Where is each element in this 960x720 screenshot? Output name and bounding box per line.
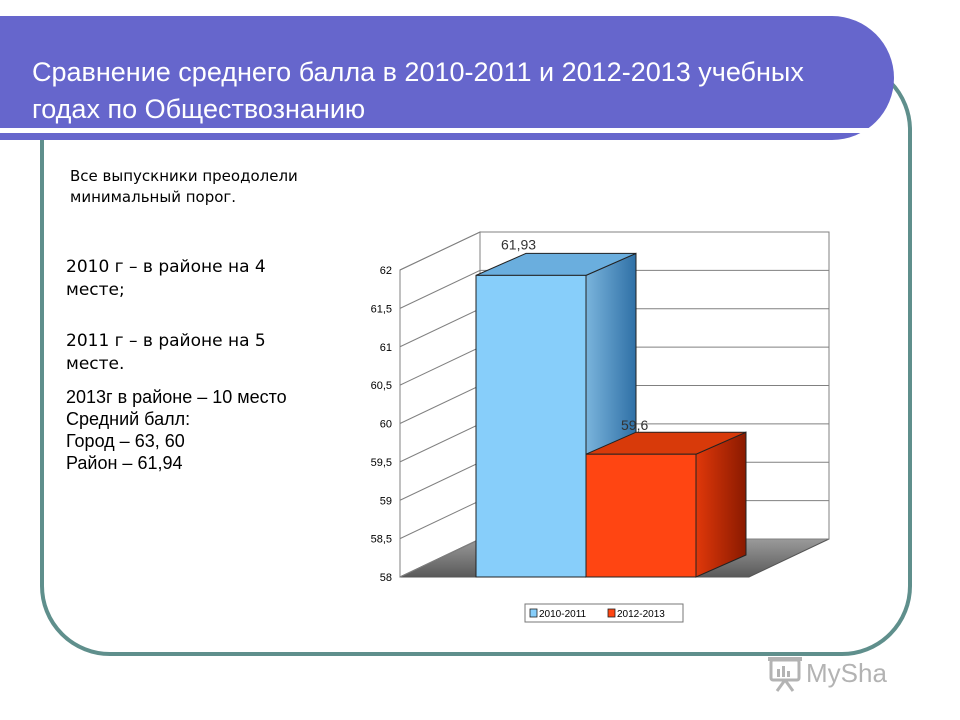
slide-title: Сравнение среднего балла в 2010-2011 и 2… (32, 57, 804, 124)
summary-line: 2013г в районе – 10 место (66, 387, 287, 407)
bar-side (695, 431, 747, 578)
summary-line: Город – 63, 60 (66, 431, 185, 451)
presentation-icon (768, 657, 802, 692)
rank-2010-text: 2010 г – в районе на 4 месте; (66, 257, 266, 300)
bar (585, 453, 697, 578)
y-tick-label: 60,5 (371, 380, 392, 392)
watermark-text: MySha (806, 658, 887, 688)
watermark-logo: MySha (768, 654, 928, 694)
data-label: 61,93 (501, 236, 536, 252)
note-text: Все выпускники преодолели минимальный по… (70, 167, 298, 206)
y-tick-label: 59,5 (371, 457, 392, 469)
y-tick-label: 62 (380, 265, 392, 277)
gridline (399, 231, 829, 271)
gridline (399, 269, 829, 309)
legend (524, 603, 684, 623)
legend-swatch (529, 608, 538, 618)
score-chart: 58 58,5 59 59,5 60 60,5 61 61,5 62 61,93 59,6 2010-… (371, 231, 830, 623)
legend-swatch (607, 608, 616, 618)
legend-label: 2010-2011 (539, 609, 587, 620)
bar (475, 274, 587, 578)
y-tick-label: 61,5 (371, 303, 392, 315)
data-label: 59,6 (621, 417, 648, 433)
y-tick-label: 60 (380, 419, 392, 431)
legend-label: 2012-2013 (617, 609, 665, 620)
summary-text: 2013г в районе – 10 место Средний балл: … (66, 386, 336, 474)
y-tick-label: 61 (380, 342, 392, 354)
summary-line: Район – 61,94 (66, 453, 183, 473)
summary-line: Средний балл: (66, 409, 191, 429)
rank-2011-text: 2011 г – в районе на 5 месте. (66, 331, 266, 374)
y-tick-label: 58 (380, 572, 392, 584)
y-tick-label: 58,5 (371, 534, 392, 546)
title-underline (0, 128, 875, 133)
y-tick-label: 59 (380, 495, 392, 507)
title-bar: Сравнение среднего балла в 2010-2011 и 2… (0, 16, 894, 140)
